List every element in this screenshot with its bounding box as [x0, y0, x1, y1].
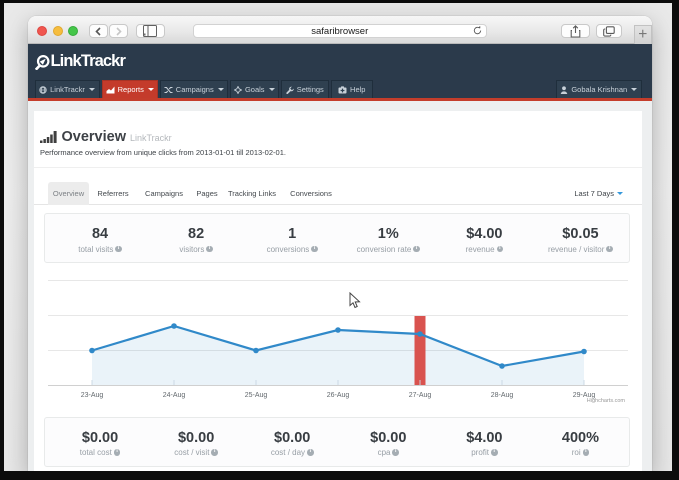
svg-text:Highcharts.com: Highcharts.com: [587, 398, 626, 404]
svg-text:27-Aug: 27-Aug: [409, 392, 432, 399]
svg-text:28-Aug: 28-Aug: [491, 392, 514, 399]
svg-text:24-Aug: 24-Aug: [163, 392, 186, 399]
svg-text:26-Aug: 26-Aug: [327, 392, 350, 399]
svg-text:29-Aug: 29-Aug: [573, 392, 596, 399]
svg-text:23-Aug: 23-Aug: [81, 392, 104, 399]
svg-text:25-Aug: 25-Aug: [245, 392, 268, 399]
